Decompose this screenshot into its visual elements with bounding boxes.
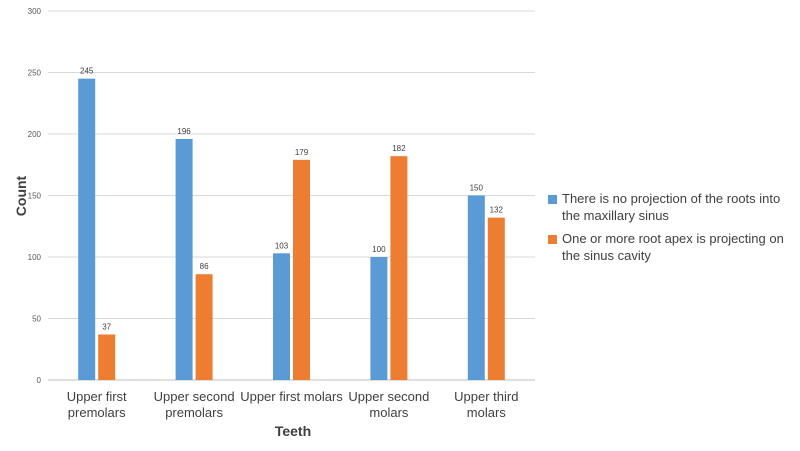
data-label: 182 — [392, 144, 406, 153]
legend-label-series-1: There is no projection of the roots into… — [562, 191, 781, 223]
y-tick-label: 100 — [28, 253, 42, 262]
legend: There is no projection of the roots into… — [548, 190, 798, 270]
x-axis-tick-labels: Upper first premolars Upper second premolar… — [67, 389, 519, 420]
x-tick-label: Upper third molars — [454, 389, 518, 420]
y-axis-tick-labels: 0 50 100 150 200 250 300 — [28, 7, 42, 385]
y-tick-label: 150 — [28, 192, 42, 201]
x-tick-label: Upper second premolars — [154, 389, 235, 420]
bar-series-1 — [175, 138, 193, 380]
data-label: 103 — [275, 241, 289, 250]
bar-series-1 — [467, 195, 485, 380]
bar-series-2 — [293, 159, 310, 380]
y-axis-title: Count — [13, 175, 29, 216]
data-label: 179 — [295, 148, 309, 157]
x-tick-label: Upper first molars — [240, 389, 343, 404]
legend-swatch-series-1 — [548, 195, 557, 204]
bar-series-1 — [78, 78, 96, 381]
data-label: 196 — [177, 127, 191, 136]
legend-item-series-2: One or more root apex is projecting on t… — [548, 230, 798, 264]
bar-series-2 — [390, 156, 408, 380]
bar-series-1 — [370, 257, 388, 380]
y-tick-label: 50 — [32, 315, 41, 324]
data-labels: 245 37 196 86 103 179 100 182 150 132 — [80, 67, 503, 332]
bar-series-2 — [487, 217, 505, 380]
legend-item-series-1: There is no projection of the roots into… — [548, 190, 798, 224]
data-label: 86 — [200, 262, 209, 271]
y-tick-label: 0 — [37, 376, 42, 385]
data-label: 37 — [102, 322, 111, 331]
y-tick-label: 250 — [28, 69, 42, 78]
x-axis-title: Teeth — [275, 423, 311, 439]
bar-series-1 — [273, 253, 290, 380]
data-label: 100 — [372, 245, 386, 254]
legend-label-series-2: One or more root apex is projecting on t… — [562, 231, 784, 263]
bar-series-2 — [195, 274, 213, 380]
y-tick-label: 200 — [28, 130, 42, 139]
x-tick-label: Upper first premolars — [67, 389, 127, 420]
data-label: 132 — [490, 206, 504, 215]
data-label: 245 — [80, 67, 94, 76]
bar-series-2 — [98, 334, 116, 380]
bars — [78, 78, 505, 381]
y-tick-label: 300 — [28, 7, 42, 16]
x-tick-label: Upper second molars — [348, 389, 429, 420]
gridlines — [48, 10, 535, 381]
legend-swatch-series-2 — [548, 235, 557, 244]
data-label: 150 — [470, 184, 484, 193]
